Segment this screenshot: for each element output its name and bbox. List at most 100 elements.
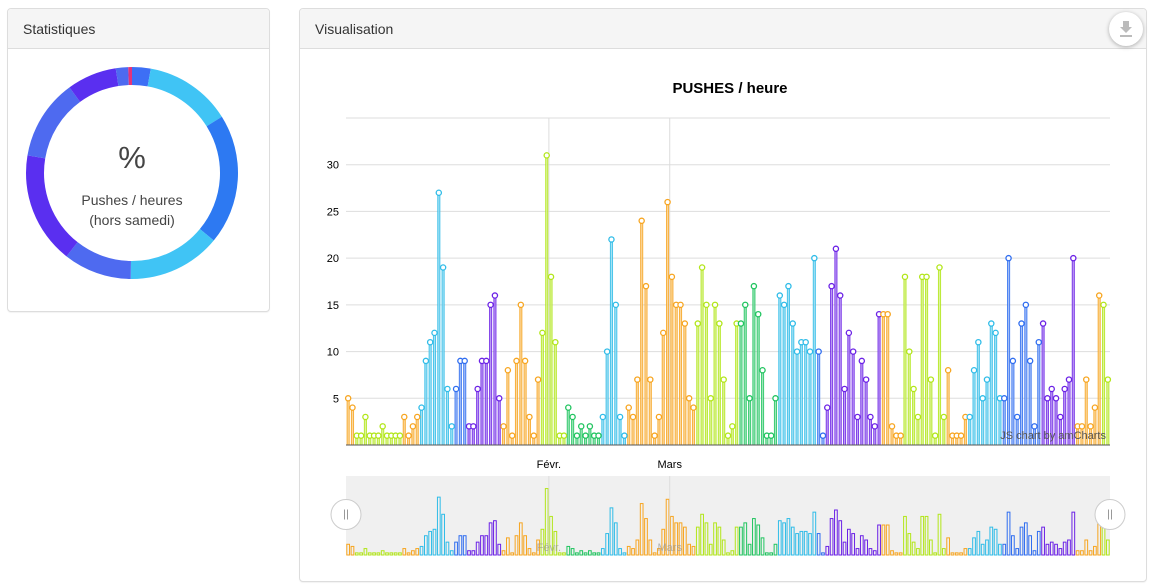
scrollbar-left-handle[interactable] bbox=[330, 499, 362, 530]
scrollbar-bar bbox=[1032, 550, 1037, 556]
scrollbar-bar bbox=[1036, 530, 1041, 556]
scrollbar-bar bbox=[419, 545, 424, 556]
data-point bbox=[729, 423, 736, 430]
scrollbar-bar bbox=[501, 550, 506, 556]
scrollbar-bar bbox=[890, 550, 894, 556]
visualisation-panel-title: Visualisation bbox=[300, 9, 1146, 49]
data-point bbox=[508, 432, 516, 439]
data-point bbox=[582, 432, 589, 439]
data-point bbox=[543, 152, 550, 159]
scrollbar-bar bbox=[829, 518, 834, 556]
download-button[interactable] bbox=[1109, 12, 1143, 46]
scrollbar-bar bbox=[911, 541, 916, 556]
scrollbar-bar bbox=[868, 548, 873, 556]
scrollbar-bar bbox=[1067, 539, 1071, 556]
data-point bbox=[573, 432, 581, 439]
scrollbar-bar bbox=[411, 550, 415, 556]
donut-segment bbox=[130, 229, 214, 279]
scrollbar-bar bbox=[687, 543, 692, 556]
data-point bbox=[711, 301, 719, 309]
scrollbar-bar bbox=[743, 522, 748, 556]
donut-segment bbox=[128, 67, 132, 86]
scrollbar-bar bbox=[622, 552, 627, 556]
amcharts-credit[interactable]: JS chart by amCharts bbox=[1000, 430, 1106, 442]
scrollbar-bar bbox=[432, 528, 437, 556]
data-point bbox=[988, 320, 995, 327]
scrollbar-bar bbox=[1006, 511, 1011, 556]
scrollbar-bar bbox=[1071, 511, 1076, 556]
data-point bbox=[344, 395, 352, 402]
scrollbar-bar bbox=[929, 539, 933, 556]
scrollbar-bar bbox=[1058, 548, 1063, 556]
scrollbar-bar bbox=[527, 548, 532, 556]
scrollbar-bar bbox=[1002, 543, 1007, 556]
data-point bbox=[521, 357, 529, 365]
scrollbar-bar bbox=[579, 550, 584, 556]
scrollbar-bar bbox=[747, 543, 752, 556]
scrollbar-bar bbox=[954, 552, 959, 556]
scrollbar-bar bbox=[1015, 548, 1020, 556]
data-point bbox=[409, 423, 417, 430]
scrollbar-bar bbox=[976, 530, 981, 556]
data-point bbox=[940, 413, 948, 421]
scrollbar-bar bbox=[1084, 539, 1089, 556]
scrollbar-bar bbox=[445, 541, 450, 556]
scrollbar-bar bbox=[618, 548, 622, 556]
data-point bbox=[1061, 385, 1068, 393]
scrollbar-bar bbox=[881, 524, 886, 556]
scrollbar-background[interactable] bbox=[346, 476, 1110, 555]
scrollbar-bar bbox=[350, 545, 355, 556]
data-point bbox=[1026, 357, 1034, 365]
data-point bbox=[677, 301, 684, 309]
data-point bbox=[418, 404, 425, 411]
scrollbar-bar bbox=[583, 552, 588, 556]
scrollbar-bar bbox=[734, 526, 739, 556]
scrollbar-bar bbox=[989, 526, 994, 556]
scrollbar-bar bbox=[834, 509, 838, 556]
scrollbar-bar bbox=[1062, 541, 1067, 556]
data-point bbox=[884, 310, 891, 318]
data-point bbox=[811, 254, 818, 262]
data-point bbox=[849, 348, 857, 355]
scrollbar-bar bbox=[376, 552, 381, 556]
scrollbar-bar bbox=[795, 533, 799, 556]
data-point bbox=[539, 329, 546, 337]
scrollbar-bar bbox=[605, 533, 609, 556]
data-point bbox=[979, 395, 986, 402]
scrollbar-bar bbox=[600, 548, 605, 556]
data-point bbox=[1091, 404, 1099, 411]
data-point bbox=[923, 273, 930, 281]
data-point bbox=[698, 264, 706, 271]
scrollbar-bar bbox=[872, 550, 877, 556]
scrollbar-bar bbox=[354, 552, 359, 556]
data-point bbox=[660, 329, 667, 337]
donut-segment bbox=[147, 68, 222, 127]
chart-title: PUSHES / heure bbox=[672, 80, 787, 97]
scrollbar-bar bbox=[588, 550, 592, 556]
data-point bbox=[944, 367, 952, 374]
scrollbar-bar bbox=[462, 535, 467, 556]
scrollbar-bar bbox=[941, 548, 946, 556]
scrollbar-bar bbox=[488, 522, 493, 556]
scrollbar-bar bbox=[726, 552, 730, 556]
scrollbar-bar bbox=[985, 539, 989, 556]
data-point bbox=[970, 367, 978, 374]
data-point bbox=[470, 423, 477, 430]
scrollbar-right-handle[interactable] bbox=[1094, 499, 1126, 530]
scrollbar-bar bbox=[764, 552, 769, 556]
data-point bbox=[754, 310, 762, 318]
donut-segment bbox=[132, 67, 151, 87]
scrollbar-bar bbox=[510, 552, 515, 556]
data-point bbox=[685, 395, 693, 402]
data-point bbox=[448, 423, 456, 430]
data-point bbox=[858, 357, 866, 365]
scrollbar-bar bbox=[704, 522, 709, 556]
data-point bbox=[655, 413, 663, 421]
scrollbar-bar bbox=[842, 541, 847, 556]
data-point bbox=[379, 423, 386, 430]
data-point bbox=[776, 292, 784, 299]
data-point bbox=[625, 404, 632, 411]
scrollbar-bar bbox=[363, 548, 368, 556]
data-point bbox=[1100, 301, 1107, 309]
data-point bbox=[517, 301, 525, 309]
